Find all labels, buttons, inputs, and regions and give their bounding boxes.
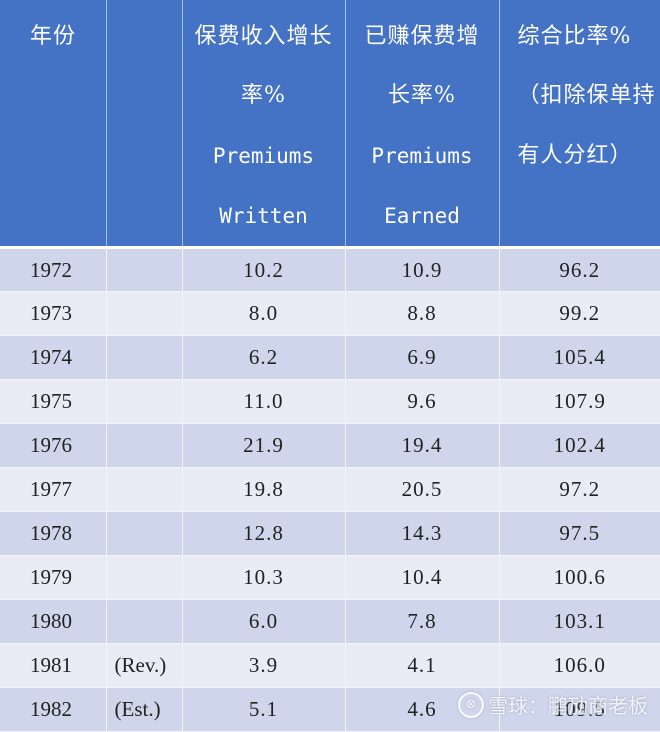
table-row: 1972 10.2 10.9 96.2 [0, 248, 660, 292]
cell-premiums-earned: 8.8 [345, 292, 499, 336]
cell-premiums-earned: 20.5 [345, 468, 499, 512]
cell-premiums-earned: 19.4 [345, 424, 499, 468]
cell-premiums-written: 6.0 [182, 600, 345, 644]
cell-premiums-written: 19.8 [182, 468, 345, 512]
cell-year: 1976 [0, 424, 106, 468]
cell-year: 1975 [0, 380, 106, 424]
table-row: 1979 10.3 10.4 100.6 [0, 556, 660, 600]
cell-combined-ratio: 97.2 [499, 468, 660, 512]
table-header: 年份 保费收入增长 率% Premiums Written 已赚保费增 长率% … [0, 0, 660, 248]
cell-note [106, 556, 182, 600]
table-row: 1973 8.0 8.8 99.2 [0, 292, 660, 336]
cell-premiums-earned: 6.9 [345, 336, 499, 380]
cell-combined-ratio: 97.5 [499, 512, 660, 556]
cell-premiums-written: 11.0 [182, 380, 345, 424]
header-premiums-earned-line2: 长率% [346, 66, 499, 126]
cell-note: (Rev.) [106, 644, 182, 688]
table-row: 1978 12.8 14.3 97.5 [0, 512, 660, 556]
cell-premiums-written: 10.3 [182, 556, 345, 600]
cell-year: 1973 [0, 292, 106, 336]
cell-combined-ratio: 107.9 [499, 380, 660, 424]
cell-premiums-written: 3.9 [182, 644, 345, 688]
table-row: 1982 (Est.) 5.1 4.6 109.5 [0, 688, 660, 732]
cell-year: 1979 [0, 556, 106, 600]
cell-note [106, 424, 182, 468]
cell-note: (Est.) [106, 688, 182, 732]
header-premiums-written: 保费收入增长 率% Premiums Written [182, 0, 345, 248]
table-body: 1972 10.2 10.9 96.2 1973 8.0 8.8 99.2 19… [0, 248, 660, 732]
cell-combined-ratio: 102.4 [499, 424, 660, 468]
cell-note [106, 468, 182, 512]
table-row: 1974 6.2 6.9 105.4 [0, 336, 660, 380]
header-year: 年份 [0, 0, 106, 248]
cell-year: 1978 [0, 512, 106, 556]
cell-premiums-earned: 7.8 [345, 600, 499, 644]
table-row: 1977 19.8 20.5 97.2 [0, 468, 660, 512]
cell-premiums-written: 8.0 [182, 292, 345, 336]
header-premiums-earned-line3: Premiums [346, 126, 499, 186]
cell-premiums-earned: 10.4 [345, 556, 499, 600]
cell-premiums-written: 21.9 [182, 424, 345, 468]
header-premiums-earned-line4: Earned [346, 186, 499, 246]
header-combined-ratio-line1: 综合比率% [500, 8, 660, 66]
cell-year: 1981 [0, 644, 106, 688]
cell-combined-ratio: 106.0 [499, 644, 660, 688]
header-combined-ratio-line2: （扣除保单持 [500, 66, 660, 126]
table-row: 1981 (Rev.) 3.9 4.1 106.0 [0, 644, 660, 688]
cell-note [106, 336, 182, 380]
header-premiums-written-line1: 保费收入增长 [183, 8, 345, 66]
table-row: 1975 11.0 9.6 107.9 [0, 380, 660, 424]
header-combined-ratio-line3: 有人分红） [500, 126, 660, 186]
header-premiums-written-line3: Premiums [183, 126, 345, 186]
header-premiums-earned-line1: 已赚保费增 [346, 8, 499, 66]
cell-combined-ratio: 103.1 [499, 600, 660, 644]
header-premiums-earned: 已赚保费增 长率% Premiums Earned [345, 0, 499, 248]
cell-combined-ratio: 100.6 [499, 556, 660, 600]
cell-premiums-written: 5.1 [182, 688, 345, 732]
cell-premiums-earned: 10.9 [345, 248, 499, 292]
cell-combined-ratio: 99.2 [499, 292, 660, 336]
header-premiums-written-line2: 率% [183, 66, 345, 126]
header-note [106, 0, 182, 248]
cell-year: 1980 [0, 600, 106, 644]
header-premiums-written-line4: Written [183, 186, 345, 246]
cell-premiums-written: 10.2 [182, 248, 345, 292]
cell-combined-ratio: 105.4 [499, 336, 660, 380]
header-year-label: 年份 [0, 8, 106, 66]
cell-premiums-earned: 14.3 [345, 512, 499, 556]
cell-year: 1977 [0, 468, 106, 512]
table-row: 1980 6.0 7.8 103.1 [0, 600, 660, 644]
cell-note [106, 512, 182, 556]
cell-note [106, 248, 182, 292]
cell-year: 1972 [0, 248, 106, 292]
cell-year: 1982 [0, 688, 106, 732]
table-row: 1976 21.9 19.4 102.4 [0, 424, 660, 468]
cell-note [106, 600, 182, 644]
cell-premiums-earned: 9.6 [345, 380, 499, 424]
cell-premiums-earned: 4.1 [345, 644, 499, 688]
cell-note [106, 380, 182, 424]
header-combined-ratio: 综合比率% （扣除保单持 有人分红） [499, 0, 660, 248]
cell-premiums-written: 6.2 [182, 336, 345, 380]
cell-premiums-written: 12.8 [182, 512, 345, 556]
cell-year: 1974 [0, 336, 106, 380]
cell-note [106, 292, 182, 336]
cell-combined-ratio: 96.2 [499, 248, 660, 292]
cell-combined-ratio: 109.5 [499, 688, 660, 732]
cell-premiums-earned: 4.6 [345, 688, 499, 732]
header-row: 年份 保费收入增长 率% Premiums Written 已赚保费增 长率% … [0, 0, 660, 248]
